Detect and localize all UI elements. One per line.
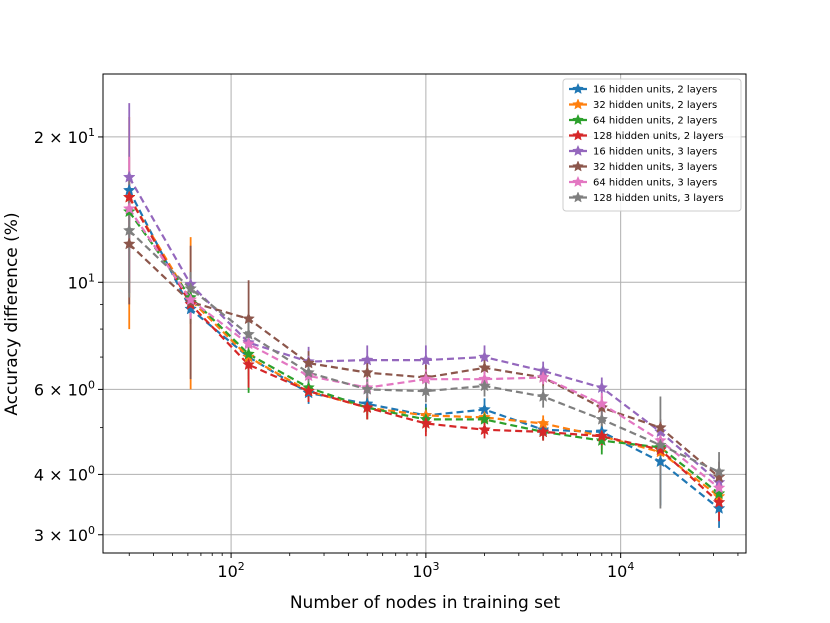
data-point-star <box>419 353 433 366</box>
series-line-5 <box>128 176 720 484</box>
y-axis-label: Accuracy difference (%) <box>2 212 22 415</box>
data-point-star <box>242 312 255 325</box>
data-point-star <box>536 425 550 438</box>
data-point-star <box>360 382 374 395</box>
data-point-star <box>122 223 136 236</box>
data-point-star <box>595 397 609 410</box>
legend-swatch-star <box>572 191 584 203</box>
data-point-star <box>419 384 433 397</box>
data-point-star <box>654 438 667 451</box>
series-line-2 <box>128 196 720 498</box>
data-point-star <box>712 495 726 508</box>
series-line-8 <box>128 229 720 473</box>
legend-entry-label: 16 hidden units, 3 layers <box>593 147 717 158</box>
data-point-star <box>478 379 491 392</box>
data-point-star <box>184 293 197 306</box>
data-point-star <box>302 384 315 397</box>
data-point-star <box>712 465 726 478</box>
legend-entry-label: 128 hidden units, 2 layers <box>593 131 724 142</box>
series-line-4 <box>128 196 720 504</box>
data-point-star <box>595 381 609 394</box>
legend-swatch-star <box>572 160 584 172</box>
series-line-1 <box>128 189 720 510</box>
data-point-star <box>478 350 491 363</box>
data-point-star <box>302 365 315 378</box>
data-point-star <box>184 282 197 295</box>
data-point-star <box>419 372 433 385</box>
data-point-star <box>360 365 374 378</box>
data-point-star <box>478 423 491 436</box>
legend-swatch-star <box>572 129 584 141</box>
series-line-6 <box>128 243 720 478</box>
data-point-star <box>478 361 491 374</box>
legend: 16 hidden units, 2 layers 32 hidden units… <box>562 78 742 212</box>
y-tick-label: 4 × 100 <box>34 463 95 484</box>
data-point-star <box>595 400 609 414</box>
legend-entry-label: 32 hidden units, 2 layers <box>593 100 717 111</box>
data-point-star <box>242 358 255 371</box>
y-tick-label: 6 × 100 <box>34 378 95 399</box>
data-point-star <box>595 433 609 446</box>
x-tick-label: 103 <box>412 560 439 581</box>
data-point-star <box>242 327 255 340</box>
data-point-star <box>184 302 197 315</box>
legend-entry-label: 64 hidden units, 3 layers <box>593 178 717 189</box>
data-point-star <box>654 455 667 468</box>
legend-box <box>562 78 742 212</box>
data-point-star <box>536 370 550 383</box>
data-point-star <box>712 501 726 514</box>
data-point-star <box>712 481 726 494</box>
x-tick-label: 104 <box>607 560 634 581</box>
legend-swatch-star <box>572 82 584 94</box>
plot-frame <box>102 73 747 554</box>
data-point-star <box>536 389 550 402</box>
x-axis-label: Number of nodes in training set <box>290 593 561 613</box>
data-point-star <box>595 412 609 425</box>
series-markers <box>122 170 726 514</box>
data-point-star <box>242 347 255 360</box>
legend-swatch-star <box>572 98 584 110</box>
legend-swatch-star <box>572 144 584 156</box>
data-point-star <box>712 470 726 483</box>
data-point-star <box>122 202 136 215</box>
legend-swatch-star <box>572 113 584 125</box>
series-line-3 <box>128 211 720 495</box>
legend-entry-label: 16 hidden units, 2 layers <box>593 85 717 96</box>
y-tick-label: 2 × 101 <box>34 126 95 147</box>
data-point-star <box>419 416 433 429</box>
legend-entry-label: 64 hidden units, 2 layers <box>593 116 717 127</box>
x-tick-label: 102 <box>217 560 244 581</box>
data-point-star <box>242 337 255 350</box>
data-point-star <box>360 401 374 414</box>
legend-entry-label: 128 hidden units, 3 layers <box>593 193 724 204</box>
data-point-star <box>654 443 667 456</box>
data-point-star <box>478 412 491 425</box>
tick-layer: 102 103 104 3 × 100 4 × 100 6 × 100 101 2 × 101 <box>34 126 739 581</box>
legend-entry-label: 32 hidden units, 3 layers <box>593 162 717 173</box>
data-point-star <box>302 356 315 369</box>
series-lines <box>128 176 720 510</box>
data-point-star <box>595 429 609 442</box>
data-point-star <box>654 420 667 434</box>
y-tick-label: 101 <box>68 271 95 292</box>
legend-swatch-star <box>572 175 584 187</box>
data-point-star <box>122 190 136 203</box>
data-point-star <box>122 170 136 183</box>
y-tick-label: 3 × 100 <box>34 524 95 545</box>
data-point-star <box>122 237 136 250</box>
data-point-star <box>360 353 374 366</box>
